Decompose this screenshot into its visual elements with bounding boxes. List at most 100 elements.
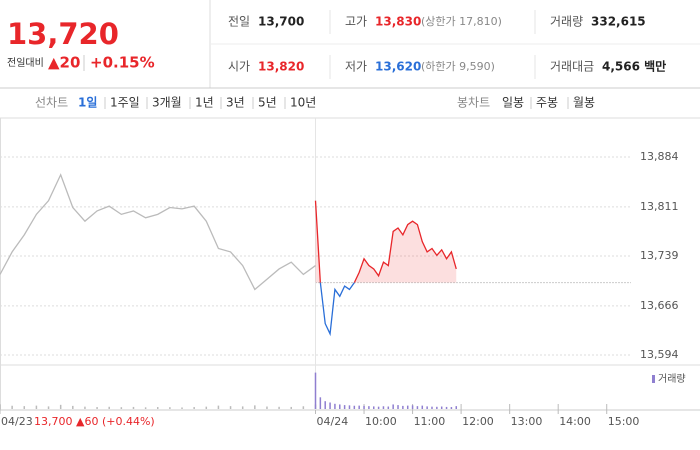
stat-extra: (하한가 9,590) (421, 59, 495, 73)
stat-label: 시가 (228, 60, 250, 74)
stat-value: 13,820 (258, 60, 304, 74)
volume-bar (377, 406, 380, 409)
volume-bar (59, 404, 62, 409)
change-pct: +0.15% (90, 54, 155, 72)
tab[interactable]: 1주일 (110, 96, 140, 110)
volume-bar (132, 406, 135, 409)
tab[interactable]: 일봉 (502, 96, 524, 110)
volume-bar (47, 406, 50, 409)
prev-close: 13,700 ▲60 (+0.44%) (34, 415, 155, 428)
stat-label: 거래대금 (550, 60, 594, 74)
y-tick-label: 13,739 (640, 249, 679, 262)
volume-bar (416, 406, 419, 409)
volume-bar (290, 406, 292, 409)
volume-bar (266, 406, 268, 409)
change-label: 전일대비 (7, 57, 44, 69)
volume-bar (445, 406, 448, 409)
volume-bar (72, 405, 74, 409)
volume-bar (84, 406, 86, 409)
volume-bar (363, 405, 365, 409)
volume-bar (229, 406, 232, 409)
volume-bar (254, 405, 256, 409)
volume-bar (455, 406, 458, 409)
volume-bar (368, 406, 370, 409)
price-line (0, 173, 316, 291)
price: 13,720 (7, 17, 119, 51)
volume-bar (23, 406, 26, 409)
stat-label: 거래량 (550, 15, 583, 29)
area (315, 200, 457, 283)
tab[interactable]: 1일 (78, 96, 97, 110)
volume-bar (96, 407, 98, 409)
volume-bar (450, 407, 453, 409)
volume-bar (193, 407, 195, 409)
tab[interactable]: 주봉 (536, 96, 558, 110)
stat-value: 13,830 (375, 15, 421, 29)
volume-bar (157, 407, 159, 409)
volume-bar (440, 406, 443, 409)
volume-bar (411, 405, 414, 409)
volume-bar (120, 407, 123, 409)
y-tick-label: 13,884 (640, 150, 679, 163)
volume-bar (11, 405, 13, 409)
tab[interactable]: 3년 (226, 96, 245, 110)
volume-bar (205, 406, 208, 409)
tab-label: 봉차트 (457, 96, 490, 110)
volume-bar (421, 405, 424, 409)
volume-bar (382, 406, 385, 409)
volume-bar (392, 404, 394, 409)
x-tick-label: 04/24 (317, 415, 349, 428)
x-tick-label: 13:00 (511, 415, 543, 428)
x-tick-label: 10:00 (365, 415, 397, 428)
volume-bar (339, 404, 341, 409)
y-tick-label: 13,811 (640, 200, 679, 213)
volume-bar (0, 405, 1, 409)
volume-bar (108, 406, 110, 409)
y-tick-label: 13,594 (640, 348, 679, 361)
volume-bar (358, 405, 360, 409)
volume-bar (302, 406, 305, 409)
tab[interactable]: 1년 (195, 96, 214, 110)
volume-bar (35, 405, 38, 409)
volume-legend: 거래량 (658, 373, 686, 385)
volume-legend-swatch (652, 375, 655, 383)
volume-bar (217, 405, 220, 409)
volume-bar (169, 407, 171, 409)
volume-bar (402, 405, 404, 409)
stat-extra: (상한가 17,810) (421, 15, 502, 28)
volume-bar (334, 403, 336, 409)
volume-bar (353, 405, 356, 409)
x-tick-label: 04/23 (1, 415, 33, 428)
volume-bar (181, 407, 183, 409)
volume-bar (241, 406, 244, 409)
stat-value: 332,615 (591, 15, 646, 29)
volume-bar (314, 372, 317, 409)
volume-bar (406, 405, 409, 409)
tab[interactable]: 10년 (290, 96, 316, 110)
stat-value: 13,620 (375, 60, 421, 74)
x-tick-label: 14:00 (559, 415, 591, 428)
tab[interactable]: 3개월 (152, 96, 182, 110)
volume-bar (278, 406, 280, 409)
volume-bar (387, 406, 390, 409)
x-tick-label: 15:00 (608, 415, 640, 428)
tab-label: 선차트 (35, 96, 68, 110)
volume-bar (324, 401, 326, 409)
x-tick-label: 12:00 (462, 415, 494, 428)
stat-label: 고가 (345, 15, 367, 29)
volume-bar (144, 407, 147, 409)
tab[interactable]: 5년 (258, 96, 277, 110)
tab[interactable]: 월봉 (573, 96, 595, 110)
volume-bar (343, 405, 346, 409)
change: ▲20 (48, 54, 80, 72)
volume-bar (436, 406, 438, 409)
stat-label: 저가 (345, 60, 367, 74)
y-tick-label: 13,666 (640, 299, 679, 312)
stat-value: 13,700 (258, 15, 304, 29)
volume-bar (319, 397, 322, 409)
stat-label: 전일 (228, 15, 250, 29)
stat-value: 4,566 백만 (602, 59, 666, 74)
volume-bar (372, 406, 375, 409)
price-line (319, 282, 356, 337)
